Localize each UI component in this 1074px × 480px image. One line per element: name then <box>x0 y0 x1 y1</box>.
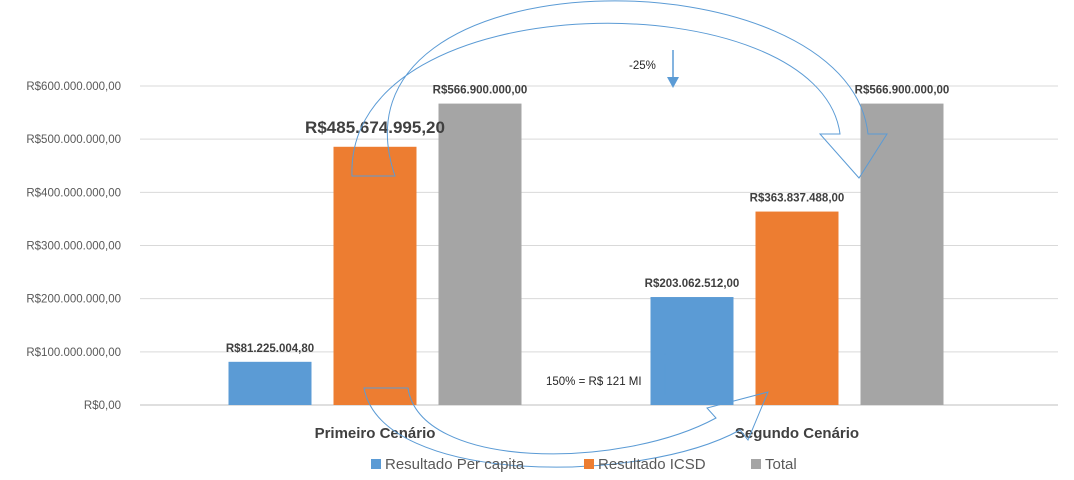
legend-layer: Resultado Per capita Resultado ICSD Total <box>371 456 797 473</box>
y-tick-label: R$200.000.000,00 <box>26 294 121 306</box>
bar <box>650 297 734 405</box>
y-tick-label: R$400.000.000,00 <box>26 187 121 199</box>
legend-swatch <box>584 459 594 469</box>
y-tick-label: R$300.000.000,00 <box>26 241 121 253</box>
legend-swatch <box>371 459 381 469</box>
data-label: R$566.900.000,00 <box>433 85 528 97</box>
x-category-label: Segundo Cenário <box>735 425 859 442</box>
y-tick-label: R$0,00 <box>84 400 121 412</box>
data-label: R$363.837.488,00 <box>750 193 845 205</box>
data-label: R$485.674.995,20 <box>305 118 445 137</box>
grid-layer: R$0,00 R$100.000.000,00 R$200.000.000,00 R$… <box>26 81 1058 412</box>
legend-swatch <box>751 459 761 469</box>
annotation-increase: 150% = R$ 121 MI <box>546 376 642 388</box>
bar <box>333 146 417 406</box>
bar-layer <box>228 103 944 406</box>
legend-label: Resultado ICSD <box>598 456 706 473</box>
data-label: R$203.062.512,00 <box>645 278 740 290</box>
curved-arrow-top <box>351 0 888 179</box>
y-tick-label: R$500.000.000,00 <box>26 134 121 146</box>
small-down-arrowhead <box>667 77 679 88</box>
data-label: R$566.900.000,00 <box>855 85 950 97</box>
bar <box>228 361 312 405</box>
data-label: R$81.225.004,80 <box>226 343 314 355</box>
arrow-layer <box>351 0 888 468</box>
small-up-arrowhead <box>659 353 671 364</box>
curved-arrow-bottom <box>363 387 769 468</box>
legend-label: Total <box>765 456 797 473</box>
y-tick-label: R$600.000.000,00 <box>26 81 121 93</box>
legend-label: Resultado Per capita <box>385 456 525 473</box>
x-category-label: Primeiro Cenário <box>315 425 436 442</box>
y-tick-label: R$100.000.000,00 <box>26 347 121 359</box>
annotation-decrease: -25% <box>629 60 656 72</box>
label-layer: R$81.225.004,80 R$485.674.995,20 R$566.900… <box>226 60 949 442</box>
bar <box>860 103 944 405</box>
bar <box>755 211 839 405</box>
bar <box>438 103 522 405</box>
